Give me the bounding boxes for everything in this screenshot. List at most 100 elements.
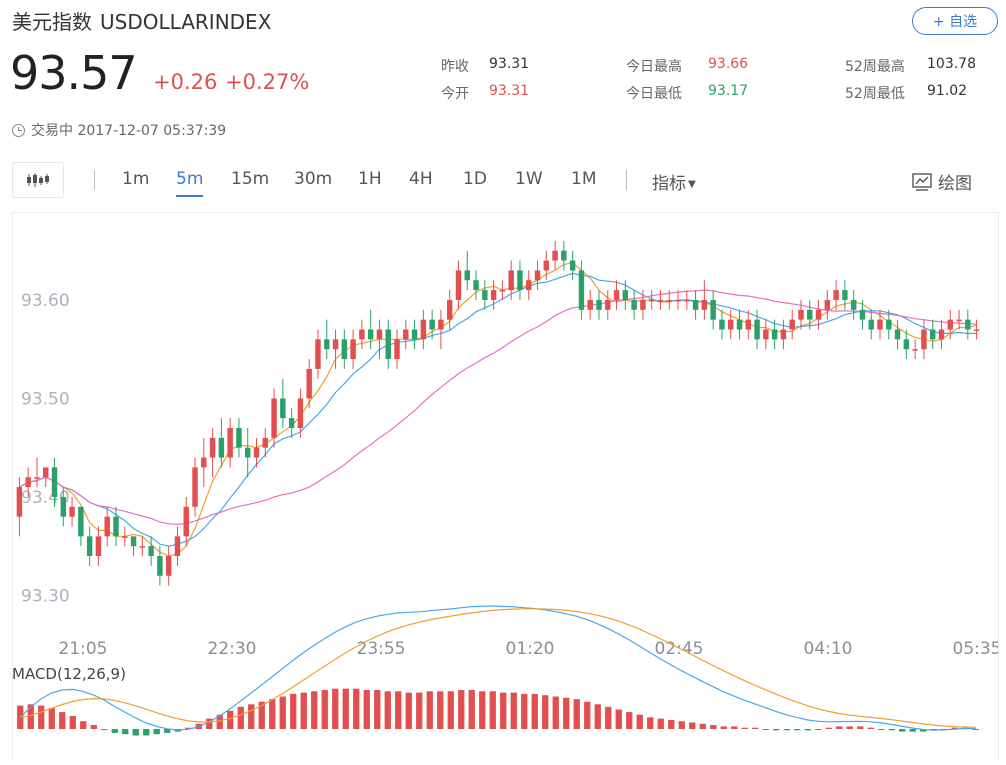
stat-value: 93.66 xyxy=(708,56,749,72)
macd-bar xyxy=(573,699,580,729)
toolbar-divider xyxy=(94,170,95,190)
candle-body xyxy=(692,299,699,310)
candle-body xyxy=(684,299,690,302)
candle-body xyxy=(833,290,839,300)
macd-bar xyxy=(836,726,843,729)
macd-bar xyxy=(731,726,738,729)
candle-body xyxy=(122,536,128,538)
candle-body xyxy=(648,299,655,302)
chart-type-button[interactable] xyxy=(12,162,64,198)
candle-body xyxy=(561,250,567,261)
candle-body xyxy=(965,319,971,330)
candle-body xyxy=(719,319,725,330)
macd-bar xyxy=(657,718,664,729)
timeframe-tab-1M[interactable]: 1M xyxy=(571,169,597,189)
candle-body xyxy=(403,329,409,340)
candle-body xyxy=(842,290,848,300)
candle-body xyxy=(192,467,198,507)
candle-body xyxy=(60,496,67,517)
macd-bar xyxy=(783,729,790,731)
chart-area[interactable]: 93.60 93.50 93.40 93.30 21:05 22:30 23:55 01:20… xyxy=(12,212,1002,761)
macd-bar xyxy=(48,708,55,729)
draw-button[interactable]: 绘图 xyxy=(912,169,972,194)
stat-item: 52周最低 91.02 xyxy=(845,83,967,103)
macd-bar xyxy=(342,688,349,729)
macd-bar xyxy=(332,688,339,729)
stat-item: 今开 93.31 xyxy=(441,83,529,103)
candle-body xyxy=(657,299,664,302)
stat-label: 52周最高 xyxy=(845,59,905,75)
candle-body xyxy=(622,290,629,300)
macd-bar xyxy=(185,727,192,729)
candle-body xyxy=(771,329,778,340)
macd-bar xyxy=(405,692,412,729)
macd-bar xyxy=(699,723,706,729)
macd-bar xyxy=(426,691,433,729)
candle-body xyxy=(367,329,374,340)
x-tick-label: 02:45 xyxy=(655,639,704,659)
candle-body xyxy=(789,319,795,330)
instrument-name: 美元指数 xyxy=(12,10,92,34)
macd-bar xyxy=(909,729,916,732)
timeframe-tab-1D[interactable]: 1D xyxy=(463,169,487,189)
candle-body xyxy=(543,260,550,271)
macd-dif-line xyxy=(19,605,976,731)
macd-bar xyxy=(227,710,234,729)
candle-body xyxy=(359,329,365,340)
macd-bar xyxy=(374,690,381,729)
indicator-label: 指标 xyxy=(652,174,686,194)
timeframe-tab-5m[interactable]: 5m xyxy=(176,169,204,197)
timeframe-tab-1H[interactable]: 1H xyxy=(358,169,382,189)
timeframe-tab-15m[interactable]: 15m xyxy=(231,169,270,189)
timeframe-tab-30m[interactable]: 30m xyxy=(294,169,333,189)
candle-body xyxy=(157,556,163,576)
timeframe-tab-1W[interactable]: 1W xyxy=(515,169,543,189)
candle-body xyxy=(850,299,857,310)
timeframe-tab-1m[interactable]: 1m xyxy=(122,169,150,189)
macd-bar xyxy=(437,691,444,729)
candle-body xyxy=(815,309,822,320)
candle-body xyxy=(464,270,470,281)
candle-body xyxy=(341,339,348,360)
stat-label: 今开 xyxy=(441,86,469,102)
macd-bar xyxy=(290,693,297,729)
x-tick-label: 23:55 xyxy=(357,639,406,659)
macd-bar xyxy=(447,691,454,729)
candle-body xyxy=(710,299,716,320)
stat-label: 今日最高 xyxy=(626,59,682,75)
timeframe-tab-4H[interactable]: 4H xyxy=(409,169,433,189)
candle-body xyxy=(438,319,444,330)
macd-bar xyxy=(468,690,475,729)
x-tick-label: 21:05 xyxy=(59,639,108,659)
candle-body xyxy=(394,339,400,360)
candle-body xyxy=(148,546,154,557)
macd-bar xyxy=(804,729,811,731)
candle-body xyxy=(306,368,312,399)
candle-body xyxy=(736,319,743,330)
macd-bar xyxy=(605,706,612,729)
macd-bar xyxy=(552,696,559,729)
candle-body xyxy=(587,299,593,310)
stat-value: 93.31 xyxy=(489,83,530,99)
macd-bar xyxy=(363,690,370,729)
macd-bar xyxy=(563,697,570,729)
candle-body xyxy=(929,329,936,340)
macd-bar xyxy=(857,726,864,729)
stat-value: 93.17 xyxy=(708,83,749,99)
trading-status: 交易中 2017-12-07 05:37:39 xyxy=(12,120,226,140)
candle-body xyxy=(271,398,277,438)
candle-body xyxy=(332,339,339,350)
indicator-dropdown[interactable]: 指标 ▼ xyxy=(652,169,696,194)
candle-body xyxy=(350,339,356,360)
stat-value: 93.31 xyxy=(489,56,530,72)
macd-bar xyxy=(132,729,139,736)
candle-body xyxy=(113,516,119,537)
macd-bar xyxy=(164,729,171,733)
candle-body xyxy=(429,319,435,330)
price-chart[interactable]: 93.60 93.50 93.40 93.30 21:05 22:30 23:55 01:20… xyxy=(13,213,1002,761)
macd-bar xyxy=(395,691,402,729)
add-to-watchlist-button[interactable]: + 自选 xyxy=(912,7,998,35)
candle-body xyxy=(411,329,418,340)
macd-bar xyxy=(479,691,486,729)
macd-bar xyxy=(111,729,118,733)
